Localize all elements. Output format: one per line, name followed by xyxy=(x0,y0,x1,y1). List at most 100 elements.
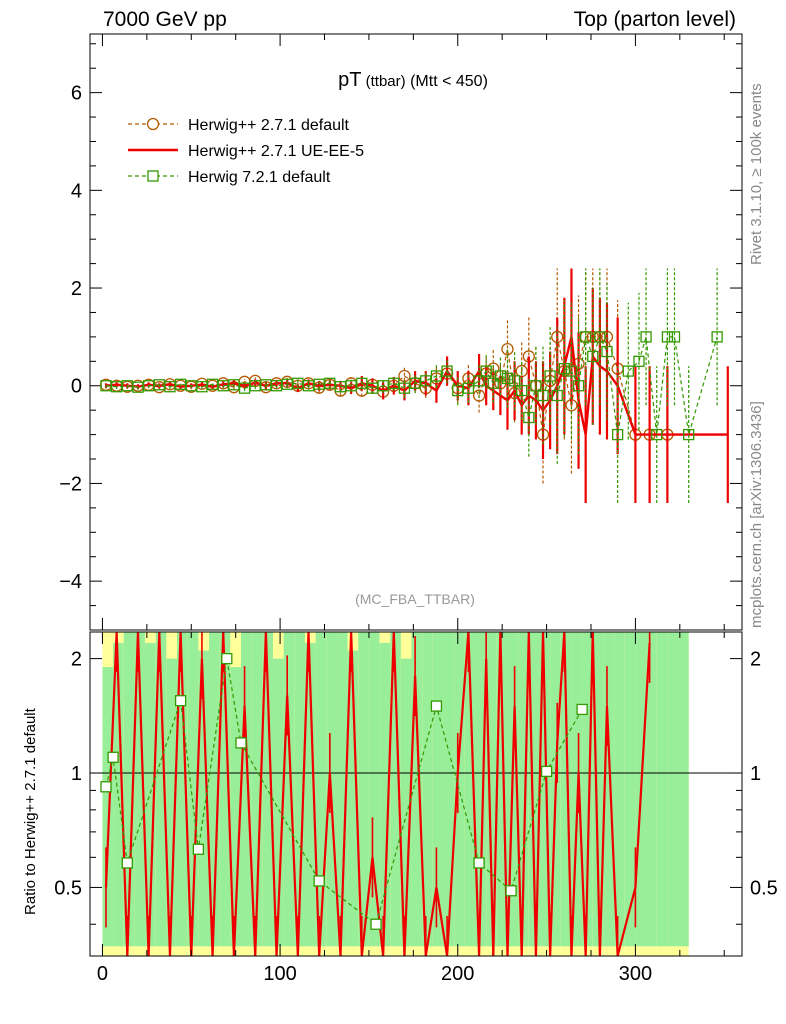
data-point xyxy=(142,380,155,392)
data-point xyxy=(121,380,133,392)
ratio-data-point xyxy=(192,843,205,855)
uncertainty-band-inner xyxy=(592,632,604,947)
uncertainty-band-inner xyxy=(315,632,327,947)
data-point xyxy=(501,372,514,385)
data-point xyxy=(711,331,723,343)
ratio-data-point xyxy=(174,695,187,707)
data-point xyxy=(452,384,464,397)
data-point xyxy=(206,378,219,390)
uncertainty-band-inner xyxy=(464,632,476,947)
data-point xyxy=(558,362,570,375)
legend-label: Herwig 7.2.1 default xyxy=(188,169,331,186)
ratio-data-point xyxy=(430,700,443,712)
uncertainty-band-inner xyxy=(411,632,423,947)
data-point xyxy=(601,345,613,358)
header-right: Top (parton level) xyxy=(573,8,736,31)
uncertainty-band-inner xyxy=(262,632,273,947)
ratio-y-tick-label-right: 2 xyxy=(750,649,761,671)
uncertainty-band-inner xyxy=(347,650,359,947)
x-tick-label: 0 xyxy=(97,963,108,985)
data-point xyxy=(622,365,634,377)
uncertainty-band-inner xyxy=(475,632,487,947)
data-point xyxy=(572,380,585,392)
ratio-data-point xyxy=(370,918,382,930)
data-point xyxy=(441,365,453,377)
uncertainty-band-inner xyxy=(443,632,455,947)
mcplots-label: mcplots.cern.ch [arXiv:1306.3436] xyxy=(748,401,765,628)
legend-label: Herwig++ 2.7.1 default xyxy=(188,117,350,134)
data-point xyxy=(530,380,542,392)
chart-title: pT (ttbar) (Mtt < 450) xyxy=(338,69,488,91)
uncertainty-band-inner xyxy=(486,632,497,947)
ratio-data-point xyxy=(473,857,485,869)
ratio-y-tick-label: 0.5 xyxy=(54,877,82,899)
data-point xyxy=(651,428,663,441)
data-point xyxy=(153,379,165,391)
ratio-data-point xyxy=(313,875,325,887)
uncertainty-band-inner xyxy=(571,632,583,947)
data-point xyxy=(366,382,379,394)
uncertainty-band-inner xyxy=(294,632,305,947)
data-point xyxy=(100,380,112,392)
data-point xyxy=(409,377,421,389)
uncertainty-band-inner xyxy=(230,667,242,947)
uncertainty-band-inner xyxy=(134,632,146,947)
rivet-label: Rivet 3.1.10, ≥ 100k events xyxy=(748,83,765,265)
data-point xyxy=(480,365,492,377)
ratio-data-point xyxy=(121,857,133,869)
uncertainty-band-inner xyxy=(560,632,572,947)
data-point xyxy=(334,381,347,393)
uncertainty-band-inner xyxy=(656,632,668,947)
legend-marker xyxy=(146,117,160,131)
x-tick-label: 200 xyxy=(441,963,474,985)
data-point xyxy=(345,380,357,392)
data-point xyxy=(185,380,197,392)
uncertainty-band-inner xyxy=(528,632,540,947)
uncertainty-band-inner xyxy=(241,632,252,947)
data-point xyxy=(501,342,514,356)
data-point xyxy=(313,378,325,390)
ratio-data-point xyxy=(576,703,588,716)
uncertainty-band-inner xyxy=(496,632,508,947)
ratio-y-tick-label-right: 0.5 xyxy=(750,877,778,899)
x-tick-label: 300 xyxy=(619,963,652,985)
ratio-data-point xyxy=(505,885,517,897)
y-tick-label: 6 xyxy=(71,83,82,105)
analysis-label: (MC_FBA_TTBAR) xyxy=(355,591,475,607)
data-point xyxy=(132,381,144,393)
uncertainty-band-inner xyxy=(582,632,593,947)
data-point xyxy=(110,381,123,393)
header-left: 7000 GeV pp xyxy=(103,8,227,31)
data-point xyxy=(551,389,563,402)
data-point xyxy=(292,377,304,389)
data-point xyxy=(487,377,499,389)
data-point xyxy=(228,379,240,391)
ratio-data-point xyxy=(540,765,553,778)
ratio-plot: 0.5 0.5 1 1 2 2 0 100 200 300 xyxy=(54,631,778,985)
data-point xyxy=(587,350,599,363)
uncertainty-band-inner xyxy=(102,667,114,947)
ratio-data-point xyxy=(221,652,233,665)
ratio-data-point xyxy=(235,737,247,749)
data-point xyxy=(324,377,336,389)
data-point xyxy=(683,428,695,441)
legend-label: Herwig++ 2.7.1 UE-EE-5 xyxy=(188,143,364,160)
data-point xyxy=(594,331,606,343)
y-tick-label: 0 xyxy=(71,376,82,398)
y-tick-label: 2 xyxy=(71,278,82,300)
uncertainty-band-inner xyxy=(390,632,401,947)
uncertainty-band-inner xyxy=(379,642,391,947)
uncertainty-band-inner xyxy=(198,650,210,947)
data-point xyxy=(516,384,528,397)
uncertainty-band-inner xyxy=(272,658,284,947)
legend-marker xyxy=(147,170,159,182)
ratio-y-tick-label: 1 xyxy=(71,763,82,785)
y-tick-label: −2 xyxy=(59,473,82,495)
main-plot: −4 −2 0 2 4 6 pT (ttbar) (Mtt < 450) (MC_FBA_TT… xyxy=(59,33,743,631)
ratio-y-tick-label: 2 xyxy=(71,649,82,671)
data-point xyxy=(302,380,315,392)
uncertainty-band-inner xyxy=(113,642,124,947)
data-point xyxy=(430,370,443,382)
data-point xyxy=(661,331,674,343)
